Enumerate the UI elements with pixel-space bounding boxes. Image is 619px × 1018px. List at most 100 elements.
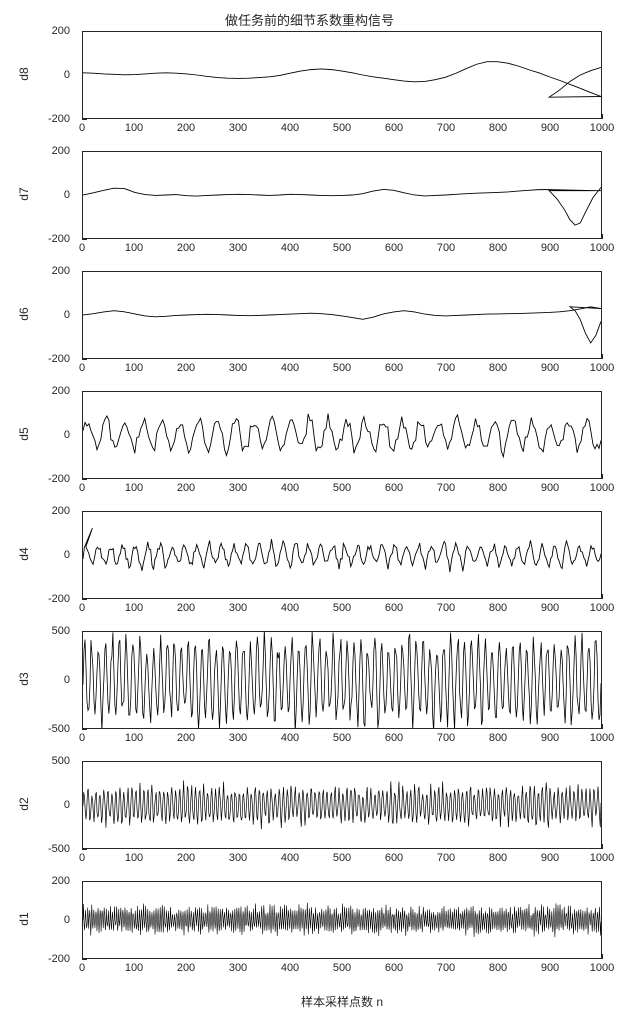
ytick: 500 — [30, 625, 70, 637]
xtick: 700 — [437, 482, 455, 494]
ytick: 200 — [30, 145, 70, 157]
xtick: 200 — [177, 732, 195, 744]
xtick: 200 — [177, 122, 195, 134]
ytick: -200 — [30, 473, 70, 485]
xtick: 900 — [541, 962, 559, 974]
xtick: 0 — [79, 962, 85, 974]
ytick: 200 — [30, 875, 70, 887]
xtick: 300 — [229, 122, 247, 134]
xtick: 1000 — [590, 122, 614, 134]
xtick: 500 — [333, 362, 351, 374]
ytick: 0 — [30, 189, 70, 201]
xtick: 300 — [229, 242, 247, 254]
xtick: 800 — [489, 242, 507, 254]
xtick: 600 — [385, 362, 403, 374]
xtick: 0 — [79, 852, 85, 864]
xtick: 700 — [437, 732, 455, 744]
ylabel-d3: d3 — [17, 669, 31, 689]
ylabel-d6: d6 — [17, 304, 31, 324]
panel-d6: -200020001002003004005006007008009001000… — [8, 271, 611, 391]
line-d4 — [83, 512, 601, 598]
line-d2 — [83, 762, 601, 848]
ytick: 0 — [30, 549, 70, 561]
xtick: 300 — [229, 362, 247, 374]
xtick: 0 — [79, 362, 85, 374]
figure: 做任务前的细节系数重构信号 -200 0 200 0 100 200 300 400 500 60… — [0, 0, 619, 1018]
panel-d8: -200020001002003004005006007008009001000… — [8, 31, 611, 151]
panel-d4: -200020001002003004005006007008009001000… — [8, 511, 611, 631]
xtick: 600 — [385, 602, 403, 614]
ytick: -200 — [30, 593, 70, 605]
line-d7 — [83, 152, 601, 238]
xtick: 600 — [385, 732, 403, 744]
xtick: 400 — [281, 962, 299, 974]
ytick: -200 — [30, 233, 70, 245]
xtick: 700 — [437, 242, 455, 254]
xtick: 100 — [125, 732, 143, 744]
xtick: 300 — [229, 852, 247, 864]
line-d5 — [83, 392, 601, 478]
xtick: 600 — [385, 482, 403, 494]
ytick: 200 — [30, 505, 70, 517]
xtick: 700 — [437, 122, 455, 134]
xtick: 800 — [489, 602, 507, 614]
xtick: 300 — [229, 482, 247, 494]
xtick: 700 — [437, 362, 455, 374]
xtick: 500 — [333, 242, 351, 254]
ytick: -200 — [30, 113, 70, 125]
axes-d3 — [82, 631, 602, 729]
ytick: 200 — [30, 265, 70, 277]
xtick: 800 — [489, 122, 507, 134]
xtick: 1000 — [590, 602, 614, 614]
xtick: 700 — [437, 602, 455, 614]
xtick: 0 — [79, 242, 85, 254]
xtick: 0 — [79, 732, 85, 744]
xtick: 1000 — [590, 242, 614, 254]
panel-d3: -500050001002003004005006007008009001000… — [8, 631, 611, 761]
xtick: 800 — [489, 362, 507, 374]
xtick: 900 — [541, 122, 559, 134]
line-d1 — [83, 882, 601, 958]
ytick: -200 — [30, 953, 70, 965]
xtick: 0 — [79, 602, 85, 614]
xtick: 500 — [333, 122, 351, 134]
xtick: 200 — [177, 962, 195, 974]
ytick: 200 — [30, 25, 70, 37]
xtick: 100 — [125, 852, 143, 864]
xtick: 1000 — [590, 962, 614, 974]
xtick: 400 — [281, 122, 299, 134]
x-axis-label: 样本采样点数 n — [82, 993, 602, 1010]
axes-d4 — [82, 511, 602, 599]
line-d6 — [83, 272, 601, 358]
xtick: 400 — [281, 362, 299, 374]
xtick: 100 — [125, 962, 143, 974]
xtick: 300 — [229, 602, 247, 614]
axes-d1 — [82, 881, 602, 959]
xtick: 200 — [177, 482, 195, 494]
axes-d5 — [82, 391, 602, 479]
xtick: 100 — [125, 482, 143, 494]
xtick: 100 — [125, 242, 143, 254]
ytick: 200 — [30, 385, 70, 397]
figure-title: 做任务前的细节系数重构信号 — [8, 10, 611, 29]
xtick: 200 — [177, 362, 195, 374]
xtick: 100 — [125, 362, 143, 374]
xtick: 600 — [385, 122, 403, 134]
xtick: 400 — [281, 482, 299, 494]
ytick: -500 — [30, 843, 70, 855]
xtick: 500 — [333, 482, 351, 494]
xtick: 200 — [177, 852, 195, 864]
xtick: 900 — [541, 732, 559, 744]
xtick: 500 — [333, 852, 351, 864]
xtick: 300 — [229, 732, 247, 744]
ytick: 0 — [30, 799, 70, 811]
xtick: 400 — [281, 242, 299, 254]
xtick: 600 — [385, 962, 403, 974]
xtick: 600 — [385, 852, 403, 864]
xtick: 200 — [177, 242, 195, 254]
axes-d2 — [82, 761, 602, 849]
xtick: 300 — [229, 962, 247, 974]
xtick: 900 — [541, 852, 559, 864]
panel-d5: -200020001002003004005006007008009001000… — [8, 391, 611, 511]
xtick: 1000 — [590, 852, 614, 864]
